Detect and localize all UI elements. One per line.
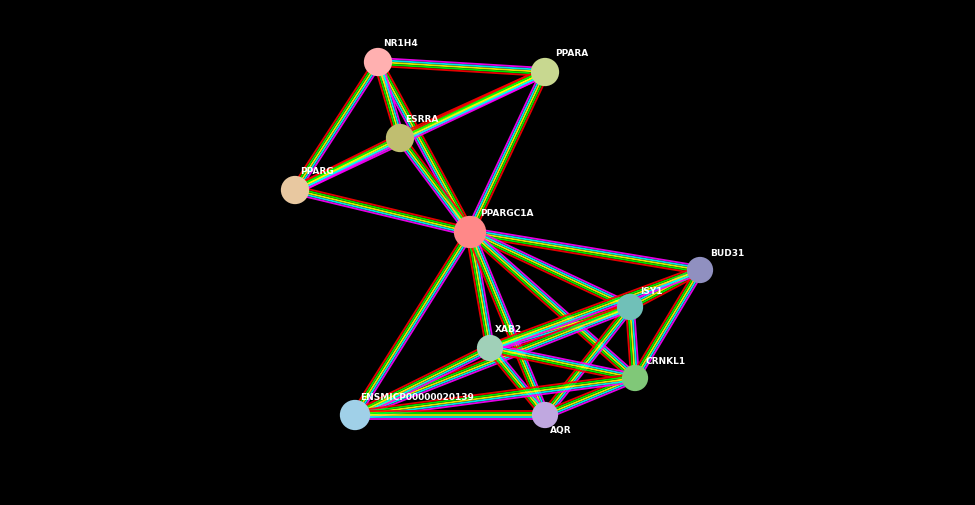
Text: NR1H4: NR1H4 <box>383 39 417 48</box>
Text: CRNKL1: CRNKL1 <box>645 358 685 367</box>
Circle shape <box>686 257 713 283</box>
Circle shape <box>453 216 487 248</box>
Text: ISY1: ISY1 <box>640 286 662 295</box>
Text: PPARGC1A: PPARGC1A <box>480 210 533 219</box>
Text: PPARA: PPARA <box>555 49 588 59</box>
Circle shape <box>386 124 414 152</box>
Circle shape <box>532 402 558 428</box>
Circle shape <box>281 176 309 204</box>
Circle shape <box>364 48 392 76</box>
Text: ESRRA: ESRRA <box>405 116 439 125</box>
Circle shape <box>530 58 559 86</box>
Circle shape <box>340 400 370 430</box>
Text: PPARG: PPARG <box>300 168 333 177</box>
Text: ENSMICP00000020139: ENSMICP00000020139 <box>360 392 474 401</box>
Circle shape <box>477 335 503 361</box>
Text: XAB2: XAB2 <box>495 326 523 334</box>
Text: BUD31: BUD31 <box>710 249 744 259</box>
Text: AQR: AQR <box>550 427 571 435</box>
Circle shape <box>617 294 644 320</box>
Circle shape <box>622 365 648 391</box>
